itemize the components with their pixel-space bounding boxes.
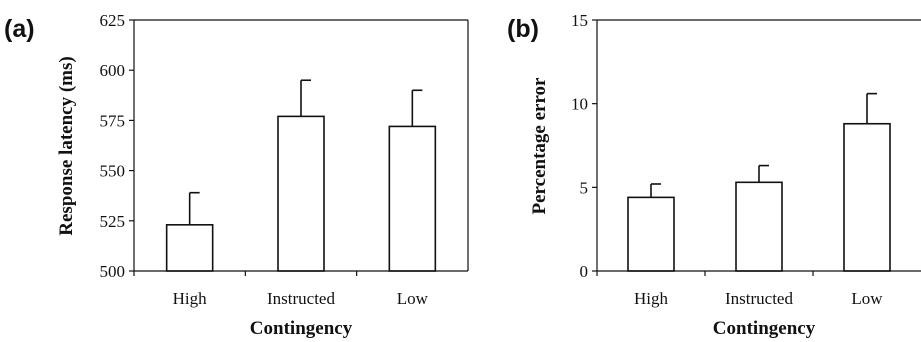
panel-b-y-tick-label: 10 <box>571 95 588 114</box>
panel-a-bar-instructed <box>277 115 325 272</box>
panel-a-y-tick-label: 525 <box>100 212 126 231</box>
panel-b-bar-low <box>843 122 891 272</box>
panel-b: (b) Percentage error Contingency 051015 … <box>507 11 921 339</box>
panel-b-y-axis-title: Percentage error <box>529 77 550 215</box>
panel-b-x-axis-title: Contingency <box>713 318 816 339</box>
panel-b-category-label: High <box>634 289 669 308</box>
panel-b-bar-high <box>627 196 675 272</box>
panel-a-category-labels: High Instructed Low <box>173 289 429 308</box>
panel-a-y-ticks: 500 525 550 575 600 625 <box>100 11 134 281</box>
panel-b-category-labels: High Instructed Low <box>634 289 883 308</box>
panel-a-y-tick-label: 550 <box>100 162 126 181</box>
panel-b-y-tick-label: 5 <box>580 178 589 197</box>
panel-a-category-label: Low <box>397 289 429 308</box>
panel-b-category-label: Low <box>851 289 883 308</box>
panel-a-y-tick-label: 500 <box>100 262 126 281</box>
panel-b-y-tick-label: 0 <box>580 262 589 281</box>
panel-a-y-tick-label: 600 <box>100 61 126 80</box>
panel-b-category-label: Instructed <box>725 289 793 308</box>
panel-a-x-axis-title: Contingency <box>250 318 353 339</box>
panel-a-bar-high <box>165 224 214 272</box>
panel-a-y-tick-label: 625 <box>100 11 126 30</box>
panel-a-label: (a) <box>4 15 35 43</box>
panel-b-label: (b) <box>507 15 539 43</box>
panel-a-bar-low <box>388 125 437 272</box>
panel-b-y-ticks: 0 5 10 15 <box>571 11 597 281</box>
panel-a-y-tick-label: 575 <box>100 111 126 130</box>
panel-b-bar-instructed <box>735 181 783 272</box>
panel-a-category-label: High <box>173 289 208 308</box>
panel-b-bars <box>596 92 891 276</box>
panel-a-bars <box>133 79 437 276</box>
panel-a-y-axis-title: Response latency (ms) <box>56 56 77 235</box>
panel-a-category-label: Instructed <box>267 289 335 308</box>
panel-b-y-tick-label: 15 <box>571 11 588 30</box>
panel-a: (a) Response latency (ms) Contingency 50… <box>4 11 469 339</box>
